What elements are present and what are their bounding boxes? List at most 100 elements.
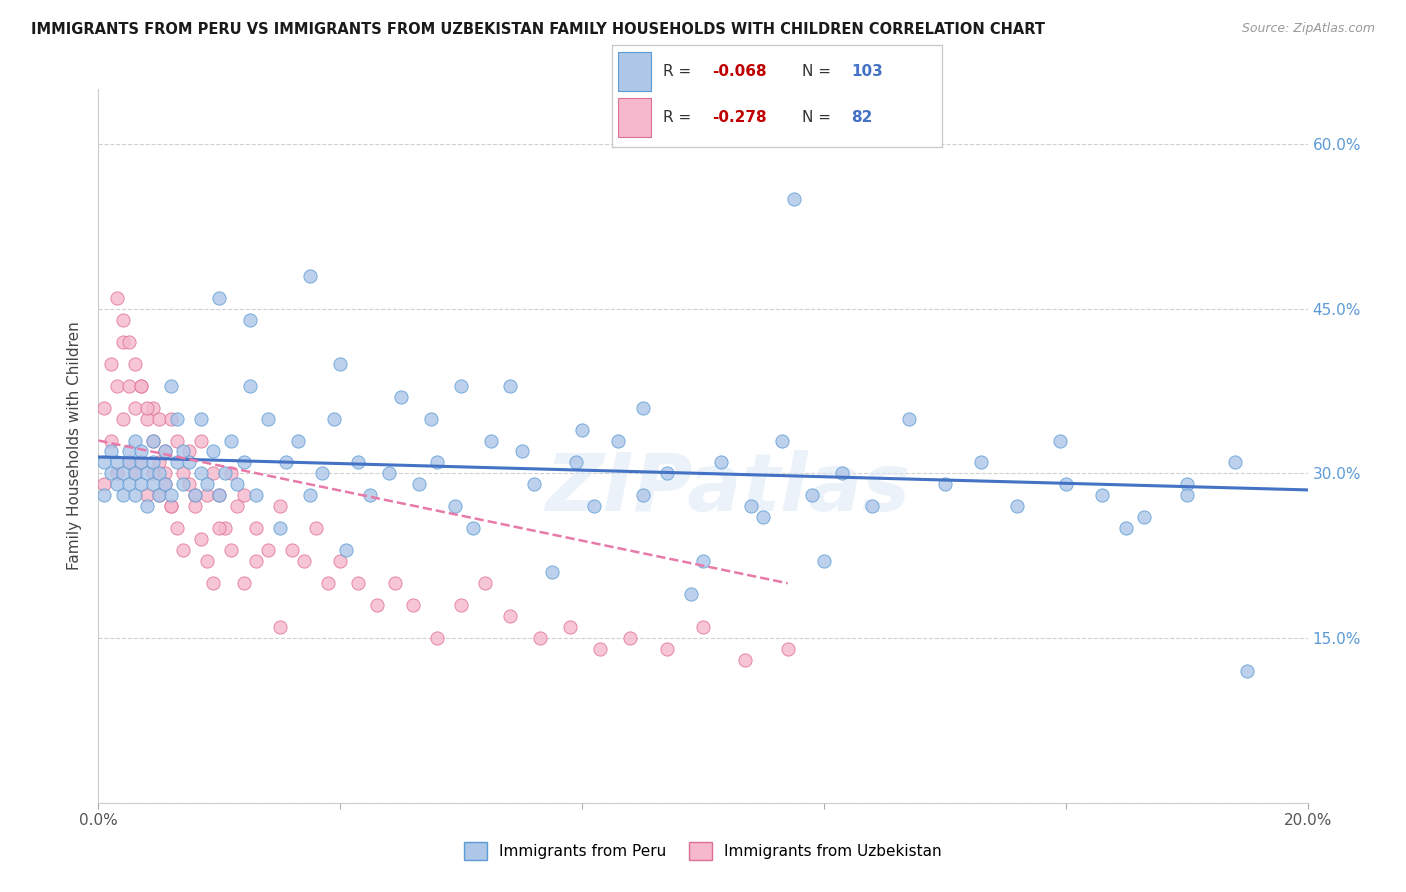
Point	[195, 477, 218, 491]
Point	[245, 554, 267, 568]
Point	[655, 467, 678, 481]
Point	[323, 411, 346, 425]
Point	[111, 312, 134, 326]
Point	[710, 455, 733, 469]
Point	[377, 467, 399, 481]
Text: -0.068: -0.068	[713, 63, 768, 78]
Point	[402, 598, 425, 612]
Point	[221, 543, 243, 558]
Point	[934, 477, 956, 491]
Point	[111, 467, 134, 481]
Point	[776, 642, 799, 657]
Point	[316, 576, 339, 591]
Point	[190, 533, 212, 547]
Point	[118, 455, 141, 469]
Point	[172, 444, 194, 458]
Point	[142, 434, 165, 448]
Point	[100, 357, 122, 371]
Point	[179, 455, 201, 469]
Point	[831, 467, 853, 481]
Point	[269, 521, 291, 535]
Point	[142, 434, 165, 448]
Point	[105, 467, 128, 481]
Point	[232, 488, 254, 502]
Point	[124, 401, 146, 415]
Point	[190, 434, 212, 448]
Point	[208, 521, 231, 535]
Point	[1223, 455, 1246, 469]
Text: R =: R =	[662, 63, 696, 78]
Point	[655, 642, 678, 657]
Point	[245, 521, 267, 535]
Text: -0.278: -0.278	[713, 110, 768, 125]
Point	[347, 576, 370, 591]
Point	[148, 488, 170, 502]
Point	[202, 576, 225, 591]
Point	[335, 543, 357, 558]
Point	[142, 455, 165, 469]
Point	[179, 477, 201, 491]
Point	[148, 467, 170, 481]
Point	[256, 543, 278, 558]
Point	[360, 488, 382, 502]
Point	[1091, 488, 1114, 502]
Point	[124, 467, 146, 481]
Point	[142, 477, 165, 491]
Point	[607, 434, 630, 448]
Point	[148, 488, 170, 502]
Point	[93, 455, 115, 469]
Point	[135, 467, 157, 481]
Point	[239, 378, 262, 392]
Point	[565, 455, 588, 469]
Point	[329, 554, 352, 568]
Point	[558, 620, 581, 634]
Point	[195, 488, 218, 502]
Point	[463, 521, 485, 535]
Point	[190, 411, 212, 425]
Point	[299, 488, 322, 502]
Point	[245, 488, 267, 502]
Point	[153, 477, 176, 491]
Point	[226, 500, 249, 514]
Point	[195, 554, 218, 568]
Point	[740, 500, 762, 514]
Point	[692, 620, 714, 634]
Point	[269, 500, 291, 514]
Point	[166, 521, 188, 535]
Point	[118, 334, 141, 349]
Point	[153, 444, 176, 458]
Point	[498, 378, 520, 392]
Point	[347, 455, 370, 469]
Point	[1175, 488, 1198, 502]
Point	[118, 444, 141, 458]
Point	[135, 411, 157, 425]
Point	[105, 378, 128, 392]
Point	[129, 477, 152, 491]
Point	[172, 543, 194, 558]
Point	[226, 477, 249, 491]
Point	[179, 444, 201, 458]
Point	[384, 576, 406, 591]
Point	[142, 467, 165, 481]
Point	[366, 598, 388, 612]
Point	[153, 477, 176, 491]
Point	[1007, 500, 1029, 514]
Point	[692, 554, 714, 568]
Bar	[619, 98, 651, 137]
Point	[498, 609, 520, 624]
Point	[166, 434, 188, 448]
Point	[129, 378, 152, 392]
Point	[172, 477, 194, 491]
Point	[1175, 477, 1198, 491]
Point	[589, 642, 612, 657]
Point	[160, 500, 183, 514]
Point	[160, 378, 183, 392]
Legend: Immigrants from Peru, Immigrants from Uzbekistan: Immigrants from Peru, Immigrants from Uz…	[458, 836, 948, 866]
Point	[540, 566, 562, 580]
Point	[269, 620, 291, 634]
Point	[148, 455, 170, 469]
Point	[129, 455, 152, 469]
Point	[166, 455, 188, 469]
Point	[474, 576, 496, 591]
Point	[124, 467, 146, 481]
